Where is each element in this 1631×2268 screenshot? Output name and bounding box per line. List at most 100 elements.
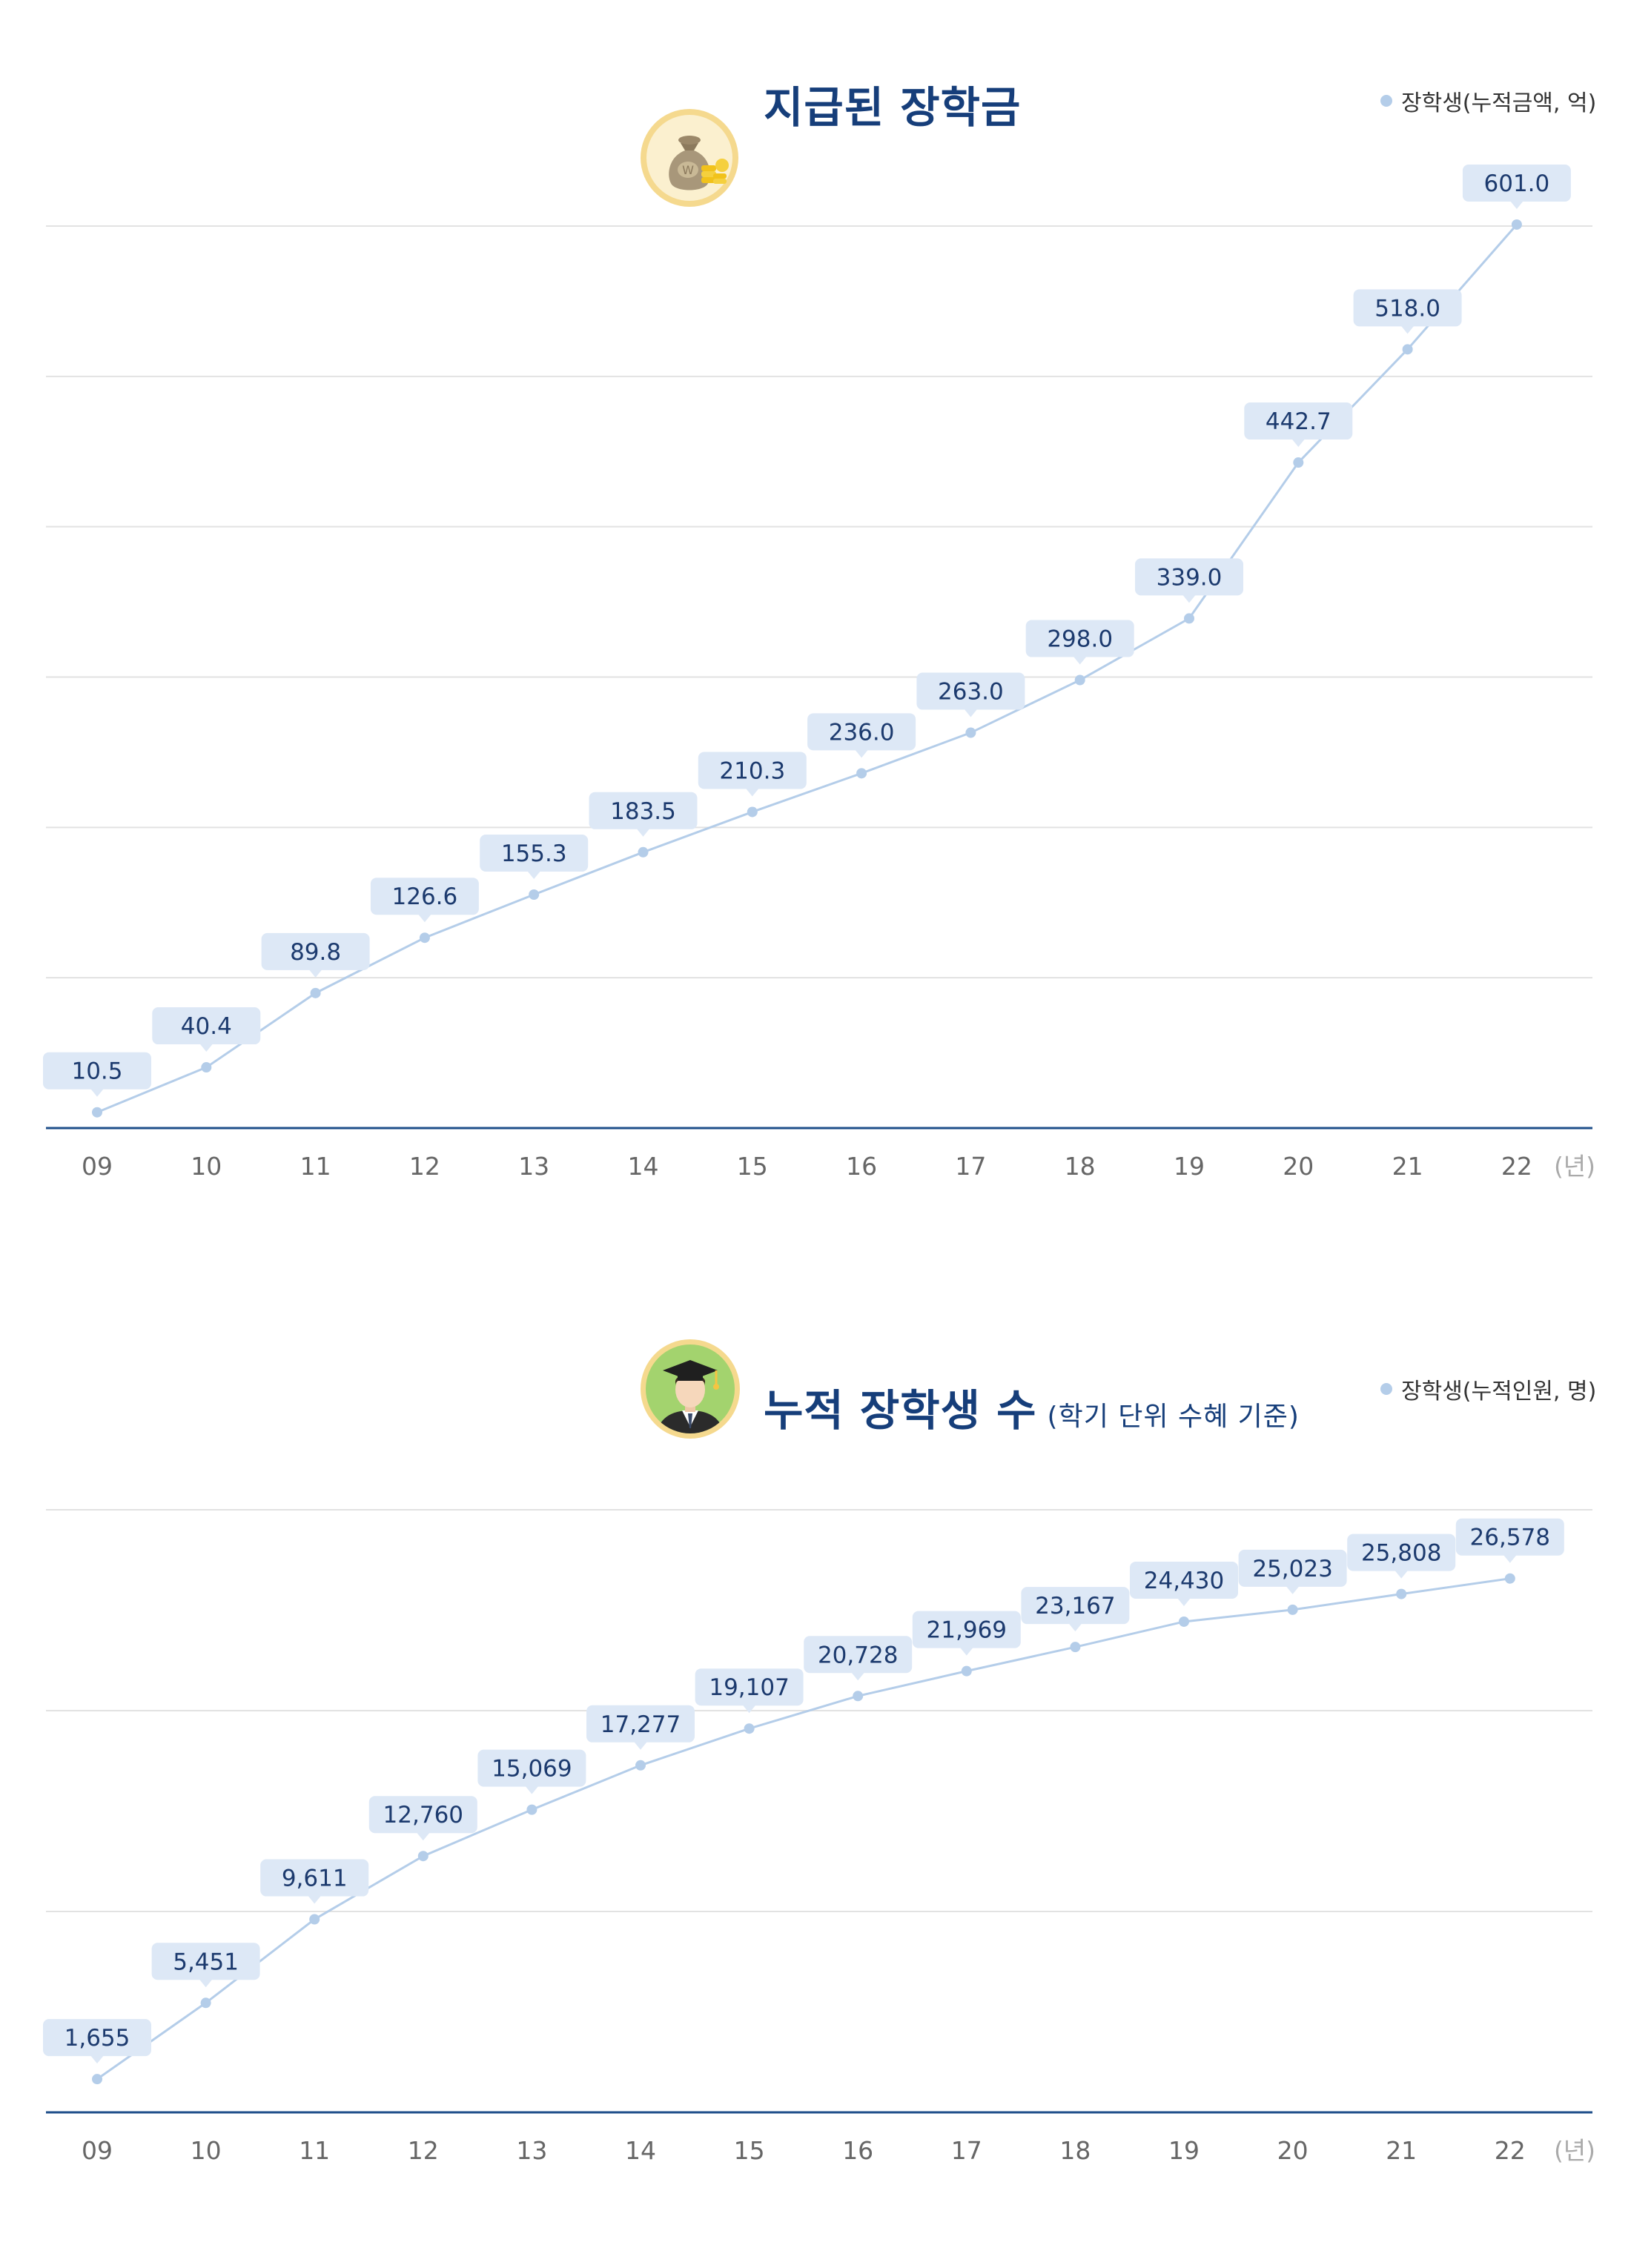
data-label-pointer (1291, 439, 1306, 448)
data-point (1179, 1616, 1189, 1627)
data-label-text: 1,655 (64, 2025, 130, 2052)
x-unit-label: (년) (1554, 1152, 1595, 1181)
data-point (1396, 1588, 1407, 1599)
x-tick-label: 20 (1283, 1152, 1314, 1181)
data-point (1287, 1604, 1298, 1615)
graduate-icon (639, 1338, 741, 1443)
data-label-pointer (308, 1895, 322, 1904)
data-point (1293, 457, 1304, 468)
data-point (1070, 1642, 1081, 1653)
x-tick-label: 13 (518, 1152, 549, 1181)
x-tick-labels: 09 10 11 12 13 14 15 16 17 18 19 20 21 22 (82, 2136, 1526, 2165)
data-label-box (43, 2019, 151, 2057)
x-tick-label: 22 (1501, 1152, 1532, 1181)
data-label-box (1025, 620, 1134, 657)
data-label: 15,069 (477, 1749, 586, 1794)
data-label-box (807, 713, 916, 751)
data-label-pointer (1068, 1623, 1082, 1632)
data-label: 126.6 (370, 878, 479, 923)
chart-legend: 장학생(누적인원, 명) (1380, 1373, 1596, 1405)
x-tick-label: 21 (1392, 1152, 1423, 1181)
data-label: 298.0 (1025, 620, 1134, 665)
x-tick-label: 12 (409, 1152, 440, 1181)
x-tick-label: 15 (734, 2136, 765, 2165)
data-label-pointer (1503, 1554, 1517, 1563)
data-label-box (589, 792, 698, 829)
data-label-pointer (199, 1044, 214, 1052)
data-label-text: 236.0 (829, 719, 895, 746)
data-point (635, 1760, 646, 1771)
x-tick-labels: 09 10 11 12 13 14 15 16 17 18 19 20 21 22 (82, 1152, 1532, 1181)
x-tick-label: 18 (1059, 2136, 1091, 2165)
data-point (747, 806, 758, 818)
data-label-box (1462, 164, 1571, 202)
data-label-text: 12,760 (383, 1802, 463, 1828)
data-label: 26,578 (1455, 1518, 1564, 1563)
data-label: 10.5 (43, 1052, 151, 1097)
data-label-box (1135, 558, 1243, 596)
data-label-text: 17,277 (601, 1711, 681, 1738)
x-tick-label: 20 (1277, 2136, 1309, 2165)
data-label-pointer (527, 870, 541, 879)
data-point (529, 889, 540, 900)
chart-title: 누적 장학생 수 (학기 단위 수혜 기준) (764, 1376, 1300, 1438)
data-label: 24,430 (1130, 1561, 1238, 1606)
data-label-pointer (636, 828, 650, 837)
data-label-text: 89.8 (290, 939, 341, 966)
data-label-text: 183.5 (610, 798, 676, 825)
data-label-pointer (90, 2055, 104, 2064)
x-tick-label: 16 (842, 2136, 873, 2165)
data-point (92, 1107, 102, 1118)
data-label-text: 339.0 (1157, 564, 1223, 591)
data-label: 20,728 (804, 1636, 913, 1681)
x-tick-label: 19 (1174, 1152, 1205, 1181)
data-label: 89.8 (261, 932, 370, 978)
data-label-pointer (745, 788, 759, 797)
data-point (853, 1691, 864, 1702)
data-label-pointer (1177, 1597, 1191, 1606)
legend-dot (1380, 95, 1392, 107)
data-label-box (477, 1749, 586, 1787)
data-label: 183.5 (589, 792, 698, 837)
data-label-box (368, 1796, 477, 1834)
x-tick-label: 11 (300, 1152, 331, 1181)
legend-dot (1380, 1383, 1392, 1395)
x-tick-label: 09 (82, 2136, 113, 2165)
series-line (96, 1577, 1511, 2080)
data-label-pointer (1182, 594, 1196, 603)
data-label-pointer (851, 1672, 865, 1681)
data-point (744, 1723, 755, 1734)
data-label-box (1238, 1549, 1347, 1587)
x-tick-label: 12 (408, 2136, 439, 2165)
data-label-pointer (416, 1832, 430, 1841)
data-label-box (1347, 1533, 1456, 1571)
data-label-pointer (1509, 200, 1524, 209)
chart-legend: 장학생(누적금액, 억) (1380, 84, 1596, 117)
data-label: 263.0 (916, 672, 1025, 717)
data-label-text: 20,728 (818, 1642, 898, 1668)
data-label-box (1244, 402, 1353, 440)
data-label: 442.7 (1244, 402, 1353, 448)
data-label-box (698, 752, 807, 789)
data-point (309, 1914, 320, 1925)
x-tick-label: 10 (191, 1152, 222, 1181)
data-label-text: 263.0 (938, 679, 1004, 706)
data-point (1511, 219, 1522, 230)
data-label-text: 210.3 (719, 757, 785, 784)
data-label-pointer (855, 749, 869, 758)
data-label-box (261, 932, 370, 970)
data-label-text: 23,167 (1035, 1593, 1115, 1619)
data-point (1184, 613, 1194, 624)
data-label-box (151, 1943, 260, 1980)
data-label-box (1021, 1587, 1130, 1625)
data-label-pointer (1073, 656, 1087, 665)
data-label-box (695, 1668, 804, 1706)
x-tick-label: 09 (82, 1152, 113, 1181)
data-label-text: 10.5 (71, 1058, 122, 1085)
data-label: 5,451 (151, 1943, 260, 1988)
data-label-box (480, 834, 589, 872)
data-point (961, 1665, 972, 1677)
grid-lines (46, 225, 1592, 979)
x-tick-label: 14 (628, 1152, 659, 1181)
chart-subtitle: (학기 단위 수혜 기준) (1047, 1402, 1300, 1432)
